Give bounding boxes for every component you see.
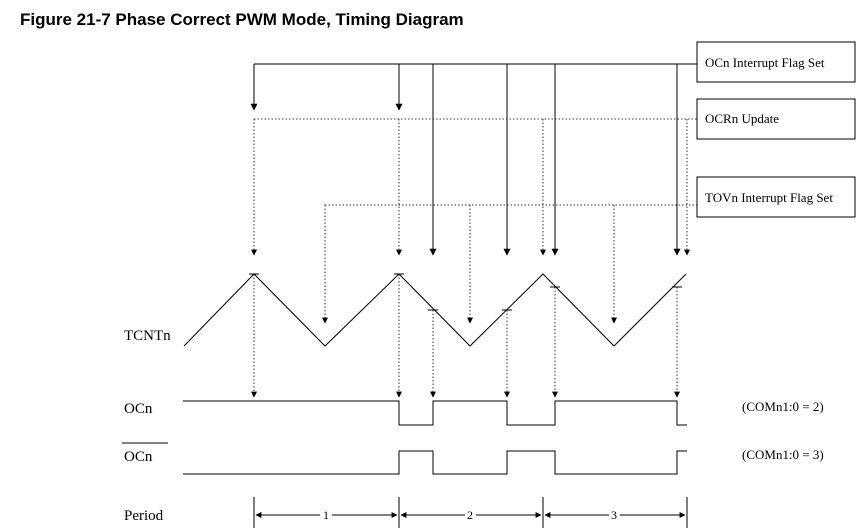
- tovn-flag-callout: TOVn Interrupt Flag Set: [696, 176, 856, 218]
- match-drop-lines: [251, 274, 680, 398]
- ocn-label: OCn: [124, 401, 153, 417]
- period-number-2: 2: [467, 508, 473, 522]
- tovn-flag-label: TOVn Interrupt Flag Set: [705, 190, 833, 205]
- ocn-flag-bus: [250, 63, 697, 256]
- ocn-inverted-mode-label: (COMn1:0 = 3): [742, 447, 824, 462]
- period-number-1: 1: [323, 508, 329, 522]
- ocrn-update-callout: OCRn Update: [696, 98, 856, 140]
- tcntn-waveform: [183, 273, 687, 347]
- ocn-waveform: [183, 400, 687, 426]
- figure-title: Figure 21-7 Phase Correct PWM Mode, Timi…: [20, 10, 464, 29]
- ocrn-update-bus: [251, 118, 697, 256]
- tcntn-label: TCNTn: [124, 328, 171, 344]
- ocn-inverted-waveform: [183, 450, 687, 475]
- ocrn-update-label: OCRn Update: [705, 111, 779, 126]
- period-markers: [253, 497, 688, 528]
- ocn-flag-callout: OCn Interrupt Flag Set: [696, 41, 856, 83]
- period-number-3: 3: [611, 508, 617, 522]
- tovn-flag-bus: [322, 204, 697, 324]
- ocn-inverted-label: OCn: [124, 449, 153, 465]
- ocn-mode-label: (COMn1:0 = 2): [742, 399, 824, 414]
- period-label: Period: [124, 508, 164, 524]
- ocn-flag-label: OCn Interrupt Flag Set: [705, 55, 825, 70]
